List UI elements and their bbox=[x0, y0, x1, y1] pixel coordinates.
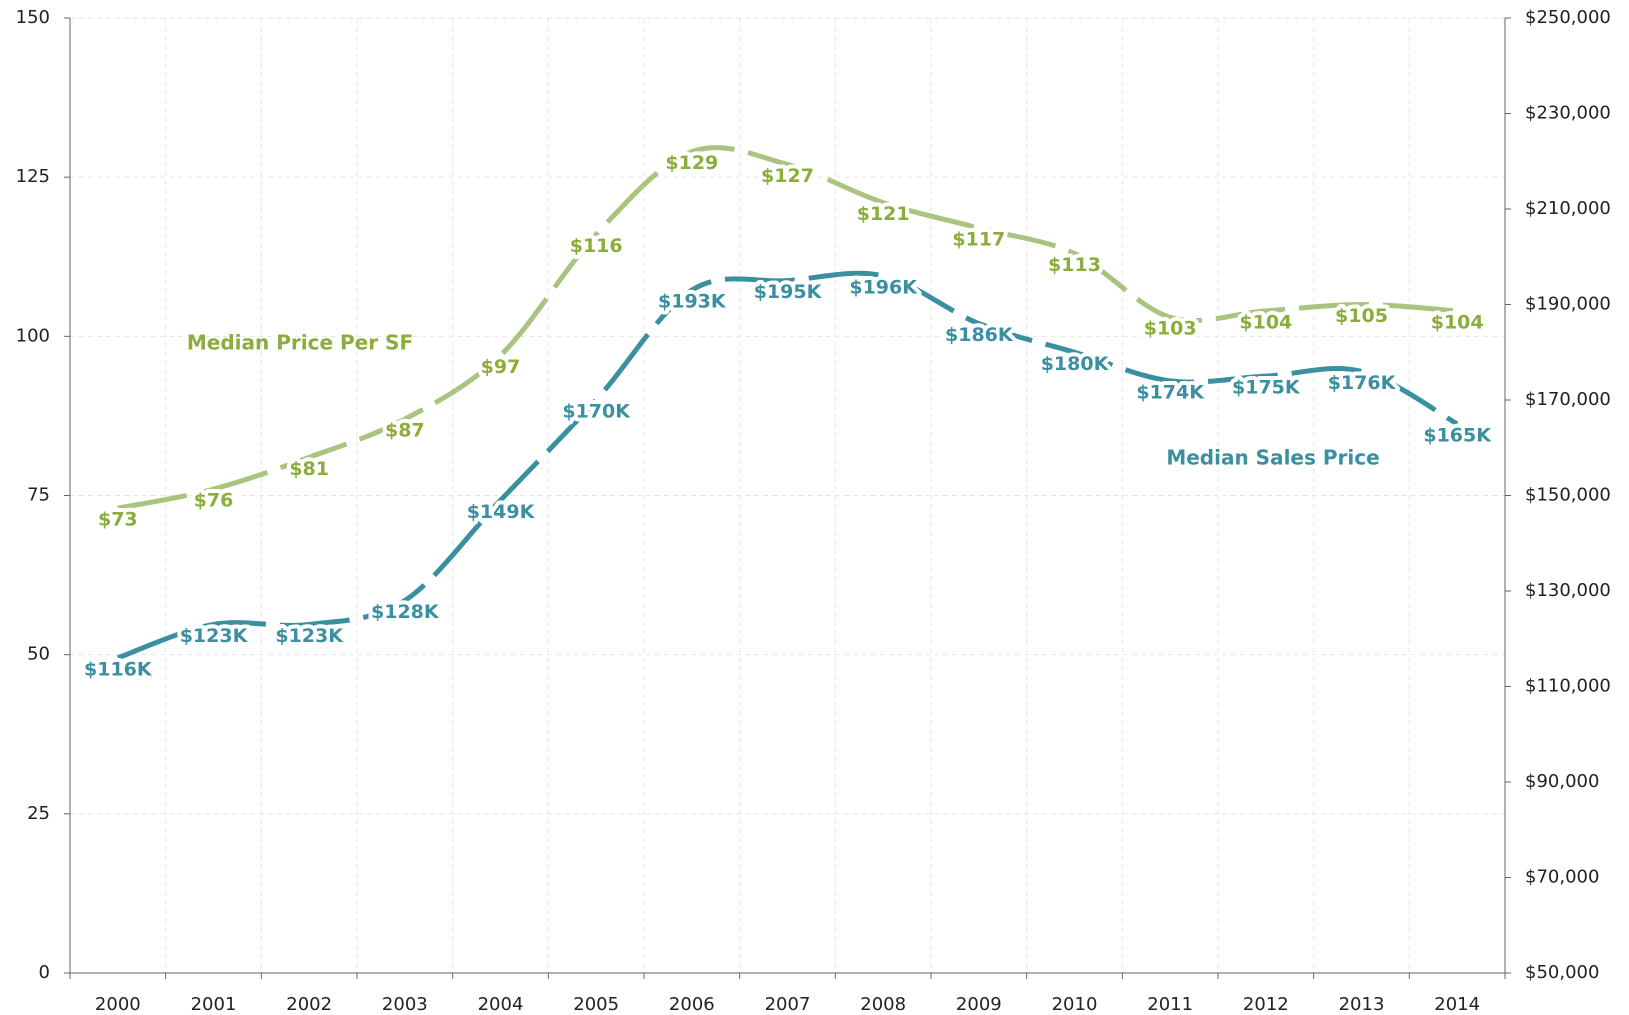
y-tick-label: 125 bbox=[16, 166, 50, 187]
data-label: $103 bbox=[1144, 318, 1197, 340]
data-label: $149K bbox=[467, 501, 536, 523]
y2-tick-label: $110,000 bbox=[1525, 676, 1611, 697]
x-tick-label: 2014 bbox=[1434, 994, 1480, 1015]
x-tick-label: 2009 bbox=[956, 994, 1002, 1015]
y2-tick-label: $50,000 bbox=[1525, 962, 1599, 983]
x-tick-label: 2005 bbox=[573, 994, 619, 1015]
data-label: $175K bbox=[1232, 377, 1301, 399]
series-label: Median Sales Price bbox=[1166, 446, 1379, 470]
x-tick-label: 2004 bbox=[478, 994, 524, 1015]
data-label: $195K bbox=[754, 281, 823, 303]
y-tick-label: 25 bbox=[27, 803, 50, 824]
y2-tick-label: $210,000 bbox=[1525, 198, 1611, 219]
data-label: $128K bbox=[371, 601, 440, 623]
y2-tick-label: $130,000 bbox=[1525, 580, 1611, 601]
data-label: $121 bbox=[857, 203, 910, 225]
y-tick-label: 0 bbox=[39, 962, 50, 983]
y2-tick-label: $250,000 bbox=[1525, 7, 1611, 28]
data-label: $180K bbox=[1041, 353, 1110, 375]
data-label: $73 bbox=[98, 509, 138, 531]
y2-tick-label: $90,000 bbox=[1525, 771, 1599, 792]
x-tick-label: 2013 bbox=[1339, 994, 1385, 1015]
x-tick-label: 2003 bbox=[382, 994, 428, 1015]
x-tick-label: 2011 bbox=[1147, 994, 1193, 1015]
data-label: $87 bbox=[385, 420, 425, 442]
series-line bbox=[117, 270, 1459, 661]
data-label: $97 bbox=[481, 356, 521, 378]
y2-tick-label: $190,000 bbox=[1525, 294, 1611, 315]
data-label: $193K bbox=[658, 291, 727, 313]
y-tick-label: 150 bbox=[16, 7, 50, 28]
data-label: $81 bbox=[289, 458, 329, 480]
x-tick-label: 2012 bbox=[1243, 994, 1289, 1015]
data-label: $196K bbox=[849, 276, 918, 298]
data-label: $105 bbox=[1335, 305, 1388, 327]
series-line bbox=[117, 145, 1458, 511]
data-label: $104 bbox=[1431, 311, 1484, 333]
x-tick-label: 2006 bbox=[669, 994, 715, 1015]
data-label: $123K bbox=[180, 625, 249, 647]
data-label: $129 bbox=[665, 152, 718, 174]
y-tick-label: 50 bbox=[27, 644, 50, 665]
y2-tick-label: $170,000 bbox=[1525, 389, 1611, 410]
data-label: $116K bbox=[84, 658, 153, 680]
y2-tick-label: $70,000 bbox=[1525, 867, 1599, 888]
data-label: $165K bbox=[1423, 424, 1492, 446]
data-label: $104 bbox=[1239, 311, 1292, 333]
data-label: $127 bbox=[761, 165, 814, 187]
x-tick-label: 2010 bbox=[1052, 994, 1098, 1015]
x-tick-label: 2008 bbox=[860, 994, 906, 1015]
data-label: $113 bbox=[1048, 254, 1101, 276]
data-label: $170K bbox=[562, 401, 631, 423]
x-tick-label: 2002 bbox=[286, 994, 332, 1015]
y-tick-label: 100 bbox=[16, 325, 50, 346]
y-tick-label: 75 bbox=[27, 485, 50, 506]
data-label: $76 bbox=[194, 490, 234, 512]
data-label: $186K bbox=[945, 324, 1014, 346]
y2-tick-label: $230,000 bbox=[1525, 103, 1611, 124]
x-tick-label: 2000 bbox=[95, 994, 141, 1015]
y2-tick-label: $150,000 bbox=[1525, 485, 1611, 506]
data-label: $116 bbox=[570, 235, 623, 257]
x-tick-label: 2007 bbox=[765, 994, 811, 1015]
x-tick-label: 2001 bbox=[191, 994, 237, 1015]
data-label: $123K bbox=[275, 625, 344, 647]
data-label: $176K bbox=[1328, 372, 1397, 394]
data-label: $117 bbox=[952, 229, 1005, 251]
series-label: Median Price Per SF bbox=[187, 331, 413, 355]
data-label: $174K bbox=[1136, 381, 1205, 403]
